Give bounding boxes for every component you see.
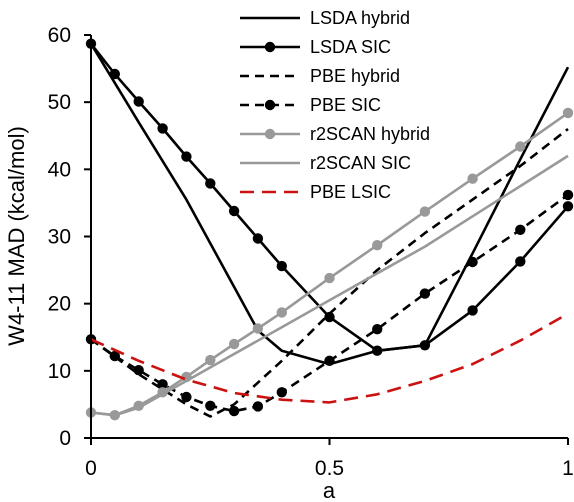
data-point	[228, 338, 240, 350]
data-point	[109, 350, 121, 362]
data-point	[133, 96, 144, 107]
series-layer	[85, 38, 574, 421]
series-line	[90, 127, 569, 418]
legend-item: LSDA SIC	[240, 37, 391, 57]
data-point	[205, 178, 216, 189]
y-axis-label: W4-11 MAD (kcal/mol)	[4, 126, 29, 346]
y-tick-label: 0	[59, 427, 71, 450]
y-tick-label: 40	[48, 158, 71, 181]
legend-item: PBE SIC	[240, 95, 381, 115]
series-line	[90, 154, 569, 417]
data-point	[252, 233, 264, 244]
x-axis-label: a	[323, 478, 336, 502]
data-point	[276, 260, 287, 272]
data-point	[467, 173, 478, 184]
legend-item: PBE LSIC	[240, 182, 391, 202]
legend-item: PBE hybrid	[240, 66, 400, 86]
legend-marker	[264, 99, 276, 111]
legend-item: LSDA hybrid	[240, 8, 410, 28]
legend-label: r2SCAN SIC	[310, 153, 411, 173]
legend-label: LSDA SIC	[310, 37, 391, 57]
legend-label: r2SCAN hybrid	[310, 124, 430, 144]
legend-item: r2SCAN hybrid	[240, 124, 430, 144]
series-line	[90, 193, 569, 413]
y-tick-label: 50	[48, 91, 71, 114]
x-tick-label: 0.5	[315, 457, 344, 480]
y-tick-layer: 0 10 20 30 40 50 60	[48, 24, 91, 450]
data-point	[133, 365, 144, 376]
data-point	[228, 405, 240, 417]
series-6	[90, 312, 569, 404]
data-point	[419, 340, 431, 351]
legend-marker	[264, 128, 276, 140]
y-tick-label: 30	[48, 226, 71, 249]
data-point	[276, 387, 287, 398]
data-point	[419, 206, 431, 217]
data-point	[157, 379, 168, 390]
data-point	[372, 324, 383, 335]
data-point	[467, 256, 478, 268]
legend-label: PBE SIC	[310, 95, 381, 115]
x-tick-label: 0	[85, 457, 97, 480]
data-point	[324, 311, 335, 323]
data-point	[252, 323, 264, 334]
plot-area	[85, 38, 574, 421]
x-tick-layer: 0 0.5 1	[85, 438, 574, 480]
data-point	[372, 240, 383, 251]
series-3	[85, 189, 574, 417]
data-point	[324, 272, 335, 284]
data-point	[205, 400, 216, 411]
y-tick-label: 60	[48, 24, 71, 47]
y-tick-label: 10	[48, 360, 71, 383]
data-point	[372, 345, 383, 356]
series-2	[90, 127, 569, 418]
series-1	[85, 38, 574, 356]
data-point	[276, 307, 287, 318]
data-point	[324, 355, 335, 366]
data-point	[181, 391, 192, 403]
data-point	[515, 224, 526, 235]
legend-item: r2SCAN SIC	[240, 153, 411, 173]
series-line	[89, 43, 570, 366]
x-tick-label: 1	[562, 457, 574, 480]
legend-marker	[264, 41, 276, 53]
data-point	[467, 305, 478, 316]
series-5	[90, 154, 569, 417]
data-point	[109, 68, 121, 80]
legend-label: PBE LSIC	[310, 182, 391, 202]
data-point	[419, 288, 431, 299]
data-point	[181, 151, 192, 162]
data-point	[252, 401, 264, 412]
data-point	[205, 354, 216, 366]
data-point	[562, 189, 574, 201]
data-point	[562, 107, 574, 119]
data-point	[515, 256, 526, 267]
series-0	[89, 43, 570, 366]
series-4	[85, 107, 574, 421]
series-line	[90, 312, 569, 404]
data-point	[228, 205, 240, 217]
legend-label: PBE hybrid	[310, 66, 400, 86]
data-point	[157, 123, 168, 134]
legend: LSDA hybrid LSDA SIC PBE hybrid PBE SIC r2SC…	[240, 8, 430, 202]
data-point	[562, 201, 574, 212]
legend-label: LSDA hybrid	[310, 8, 410, 28]
y-tick-label: 20	[48, 293, 71, 316]
data-point	[515, 141, 526, 152]
